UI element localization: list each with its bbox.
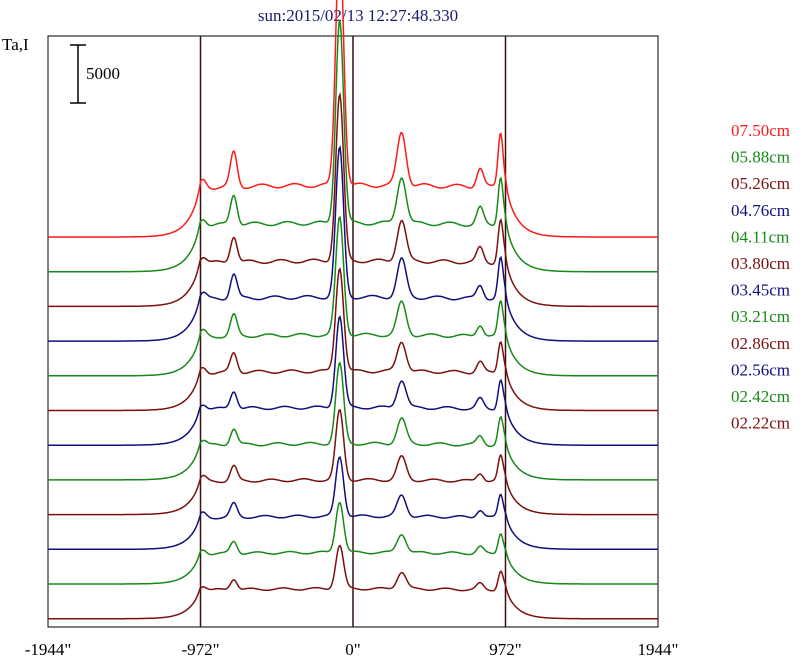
series-line-02.22cm bbox=[48, 544, 658, 620]
legend-entry: 05.26cm bbox=[731, 174, 790, 193]
legend-entry: 02.42cm bbox=[731, 387, 790, 406]
x-tick-label: 972" bbox=[489, 640, 521, 659]
legend-entry: 05.88cm bbox=[731, 148, 790, 167]
x-tick-label: -972" bbox=[181, 640, 219, 659]
series-line-04.11cm bbox=[48, 215, 658, 377]
legend-entry: 02.86cm bbox=[731, 334, 790, 353]
legend: 07.50cm 05.88cm 05.26cm 04.76cm 04.11cm 03.80… bbox=[731, 121, 790, 433]
series-line-07.50cm bbox=[48, 0, 658, 238]
series-line-05.26cm bbox=[48, 92, 658, 308]
chart-title: sun:2015/02/13 12:27:48.330 bbox=[258, 6, 458, 25]
legend-entry: 03.45cm bbox=[731, 281, 790, 300]
scale-bar-label: 5000 bbox=[86, 64, 120, 83]
series-line-02.56cm bbox=[48, 456, 658, 551]
series-line-05.88cm bbox=[48, 20, 658, 273]
x-tick-label: 0" bbox=[345, 640, 360, 659]
series-curves bbox=[48, 0, 658, 620]
legend-entry: 04.11cm bbox=[731, 227, 789, 246]
legend-entry: 02.56cm bbox=[731, 360, 790, 379]
series-line-03.80cm bbox=[48, 267, 658, 412]
series-line-03.45cm bbox=[48, 315, 658, 446]
legend-entry: 03.80cm bbox=[731, 254, 790, 273]
legend-entry: 02.22cm bbox=[731, 414, 790, 433]
series-line-02.42cm bbox=[48, 501, 658, 585]
scale-bar: 5000 bbox=[70, 44, 120, 104]
series-line-02.86cm bbox=[48, 408, 658, 516]
legend-entry: 03.21cm bbox=[731, 307, 790, 326]
vertical-lines bbox=[199, 36, 507, 627]
y-axis-label: Ta,I bbox=[2, 35, 29, 54]
x-tick-labels: -1944" -972" 0" 972" 1944" bbox=[25, 640, 679, 659]
series-line-04.76cm bbox=[48, 145, 658, 342]
series-line-03.21cm bbox=[48, 361, 658, 481]
x-tick-label: -1944" bbox=[25, 640, 72, 659]
legend-entry: 04.76cm bbox=[731, 201, 790, 220]
x-tick-label: 1944" bbox=[638, 640, 679, 659]
legend-entry: 07.50cm bbox=[731, 121, 790, 140]
